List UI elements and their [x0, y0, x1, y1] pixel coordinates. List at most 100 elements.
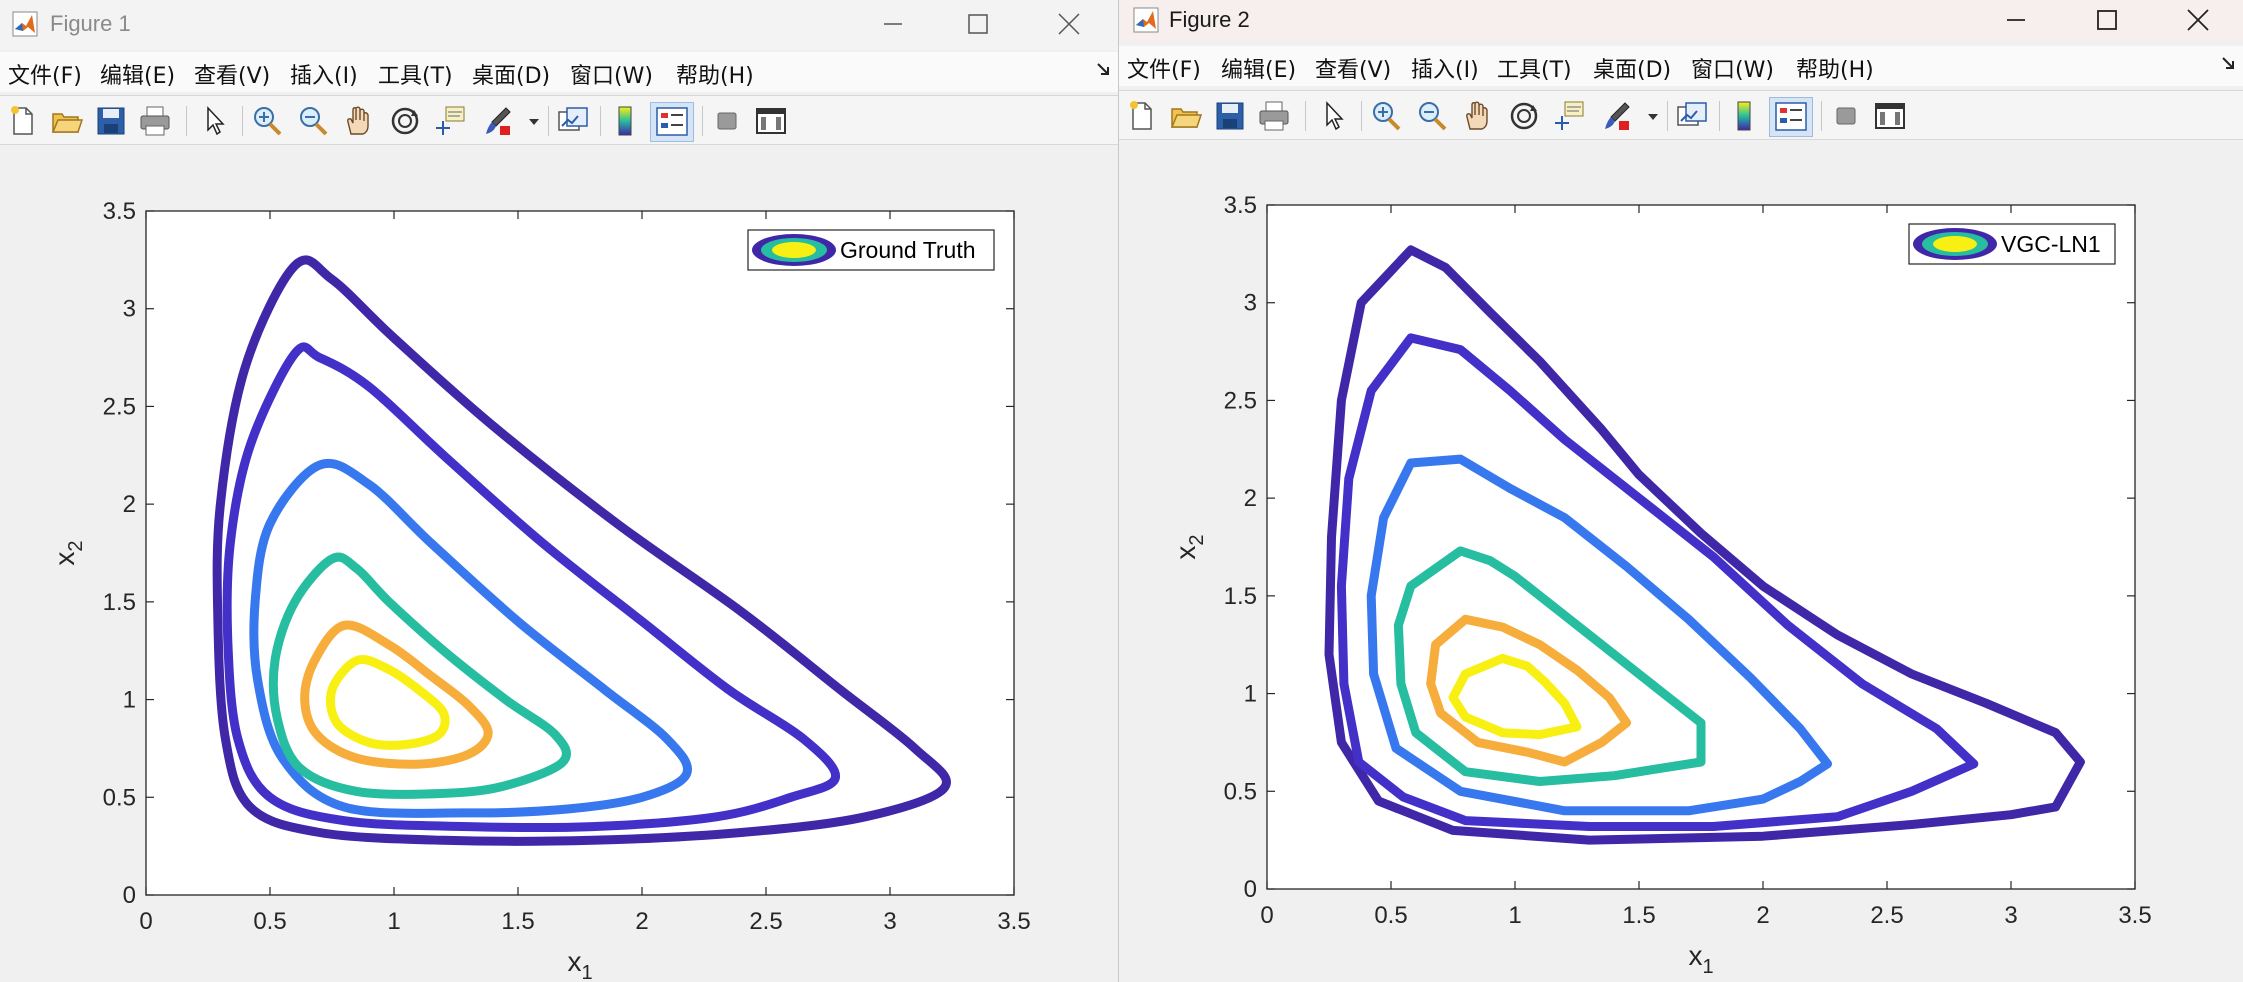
zoom-in-icon[interactable] — [1369, 99, 1403, 133]
data-cursor-icon[interactable] — [434, 104, 468, 138]
brush-dropdown-icon[interactable] — [528, 118, 540, 126]
x-tick-label: 3.5 — [2118, 902, 2151, 929]
legend-toggle[interactable] — [650, 102, 694, 142]
y-tick-label: 2 — [1244, 485, 1257, 512]
x-tick-label: 1 — [1508, 902, 1521, 929]
close-icon[interactable] — [1050, 8, 1090, 40]
print-icon[interactable] — [1257, 99, 1291, 133]
contour-level-6 — [1448, 653, 1582, 740]
pointer-icon[interactable] — [198, 104, 232, 138]
menu-desktop[interactable]: 桌面(D) — [1593, 58, 1672, 83]
legend-toggle[interactable] — [1769, 97, 1813, 137]
menu-tools[interactable]: 工具(T) — [378, 64, 453, 89]
minimize-icon[interactable] — [876, 8, 916, 40]
menu-help[interactable]: 帮助(H) — [1796, 58, 1874, 83]
contour-level-6 — [325, 655, 450, 750]
print-icon[interactable] — [138, 104, 172, 138]
x-tick-label: 2 — [635, 908, 648, 935]
menu-file[interactable]: 文件(F) — [8, 64, 82, 89]
menu-edit[interactable]: 编辑(E) — [100, 64, 176, 89]
menu-bar: 文件(F) 编辑(E) 查看(V) 插入(I) 工具(T) 桌面(D) 窗口(W… — [0, 52, 1118, 92]
close-icon[interactable] — [2179, 4, 2219, 36]
maximize-icon[interactable] — [2089, 4, 2129, 36]
y-tick-label: 3 — [1244, 290, 1257, 317]
axes-background[interactable] — [146, 211, 1014, 895]
pan-icon[interactable] — [342, 104, 376, 138]
show-plot-tools-icon[interactable] — [1873, 99, 1907, 133]
pan-icon[interactable] — [1461, 99, 1495, 133]
y-tick-label: 3 — [123, 296, 136, 323]
x-tick-label: 0 — [1260, 902, 1273, 929]
colorbar-icon[interactable] — [1727, 99, 1761, 133]
legend[interactable]: VGC-LN1 — [1908, 223, 2116, 265]
legend-swatch — [752, 234, 836, 266]
menu-insert[interactable]: 插入(I) — [290, 64, 358, 89]
zoom-in-icon[interactable] — [250, 104, 284, 138]
menu-view[interactable]: 查看(V) — [194, 64, 271, 89]
legend-icon — [656, 107, 688, 136]
x-tick-label: 0 — [139, 908, 152, 935]
legend[interactable]: Ground Truth — [747, 229, 995, 271]
dock-arrow-icon[interactable] — [2221, 56, 2237, 72]
hide-plot-tools-icon[interactable] — [1829, 99, 1863, 133]
window-title: Figure 1 — [50, 11, 131, 36]
dock-arrow-icon[interactable] — [1096, 62, 1112, 78]
title-bar[interactable]: Figure 2 — [1119, 0, 2243, 42]
title-bar[interactable]: Figure 1 — [0, 0, 1118, 50]
open-file-icon[interactable] — [50, 104, 84, 138]
y-tick-label: 2 — [123, 491, 136, 518]
rotate-3d-icon[interactable] — [1507, 99, 1541, 133]
contour-plot-2[interactable]: 0 0.5 1 1.5 2 2.5 3 3.5 0 0.5 1 1.5 2 2.5 3 3.5 x1 x2 VGC-… — [1119, 140, 2243, 982]
y-tick-label: 0.5 — [1224, 778, 1257, 805]
hide-plot-tools-icon[interactable] — [710, 104, 744, 138]
x-tick-label: 3.5 — [997, 908, 1030, 935]
contour-level-4 — [1393, 546, 1706, 786]
legend-icon — [1775, 102, 1807, 131]
x-tick-label: 0.5 — [253, 908, 286, 935]
x-tick-label: 1 — [387, 908, 400, 935]
contour-level-1 — [212, 255, 951, 846]
menu-desktop[interactable]: 桌面(D) — [472, 64, 551, 89]
x-tick-label: 2.5 — [749, 908, 782, 935]
pointer-icon[interactable] — [1317, 99, 1351, 133]
y-tick-label: 3.5 — [103, 198, 136, 225]
brush-dropdown-icon[interactable] — [1647, 113, 1659, 121]
brush-icon[interactable] — [480, 104, 514, 138]
menu-file[interactable]: 文件(F) — [1127, 58, 1201, 83]
maximize-icon[interactable] — [960, 8, 1000, 40]
y-tick-label: 1 — [123, 687, 136, 714]
contour-plot-1[interactable]: 0 0.5 1 1.5 2 2.5 3 3.5 0 0.5 1 1.5 2 2.5 3 3.5 x1 x2 Grou… — [0, 146, 1118, 982]
save-icon[interactable] — [94, 104, 128, 138]
menu-insert[interactable]: 插入(I) — [1411, 58, 1479, 83]
x-axis-label: x1 — [567, 946, 592, 982]
open-file-icon[interactable] — [1169, 99, 1203, 133]
menu-edit[interactable]: 编辑(E) — [1221, 58, 1297, 83]
show-plot-tools-icon[interactable] — [754, 104, 788, 138]
link-plot-icon[interactable] — [1675, 99, 1709, 133]
menu-window[interactable]: 窗口(W) — [570, 64, 653, 89]
zoom-out-icon[interactable] — [296, 104, 330, 138]
window-title: Figure 2 — [1169, 7, 1250, 32]
rotate-3d-icon[interactable] — [388, 104, 422, 138]
menu-help[interactable]: 帮助(H) — [676, 64, 754, 89]
brush-icon[interactable] — [1599, 99, 1633, 133]
zoom-out-icon[interactable] — [1415, 99, 1449, 133]
new-figure-icon[interactable] — [1125, 99, 1159, 133]
colorbar-icon[interactable] — [608, 104, 642, 138]
minimize-icon[interactable] — [1999, 4, 2039, 36]
matlab-logo-icon — [1133, 7, 1159, 33]
x-tick-label: 1.5 — [1622, 902, 1655, 929]
link-plot-icon[interactable] — [556, 104, 590, 138]
x-tick-label: 0.5 — [1374, 902, 1407, 929]
matlab-logo-icon — [12, 11, 38, 37]
menu-tools[interactable]: 工具(T) — [1497, 58, 1572, 83]
menu-window[interactable]: 窗口(W) — [1691, 58, 1774, 83]
data-cursor-icon[interactable] — [1553, 99, 1587, 133]
x-tick-label: 1.5 — [501, 908, 534, 935]
menu-view[interactable]: 查看(V) — [1315, 58, 1392, 83]
contour-level-2 — [1336, 333, 1979, 831]
new-figure-icon[interactable] — [6, 104, 40, 138]
save-icon[interactable] — [1213, 99, 1247, 133]
legend-label: VGC-LN1 — [2001, 231, 2101, 257]
y-tick-label: 0 — [123, 882, 136, 909]
